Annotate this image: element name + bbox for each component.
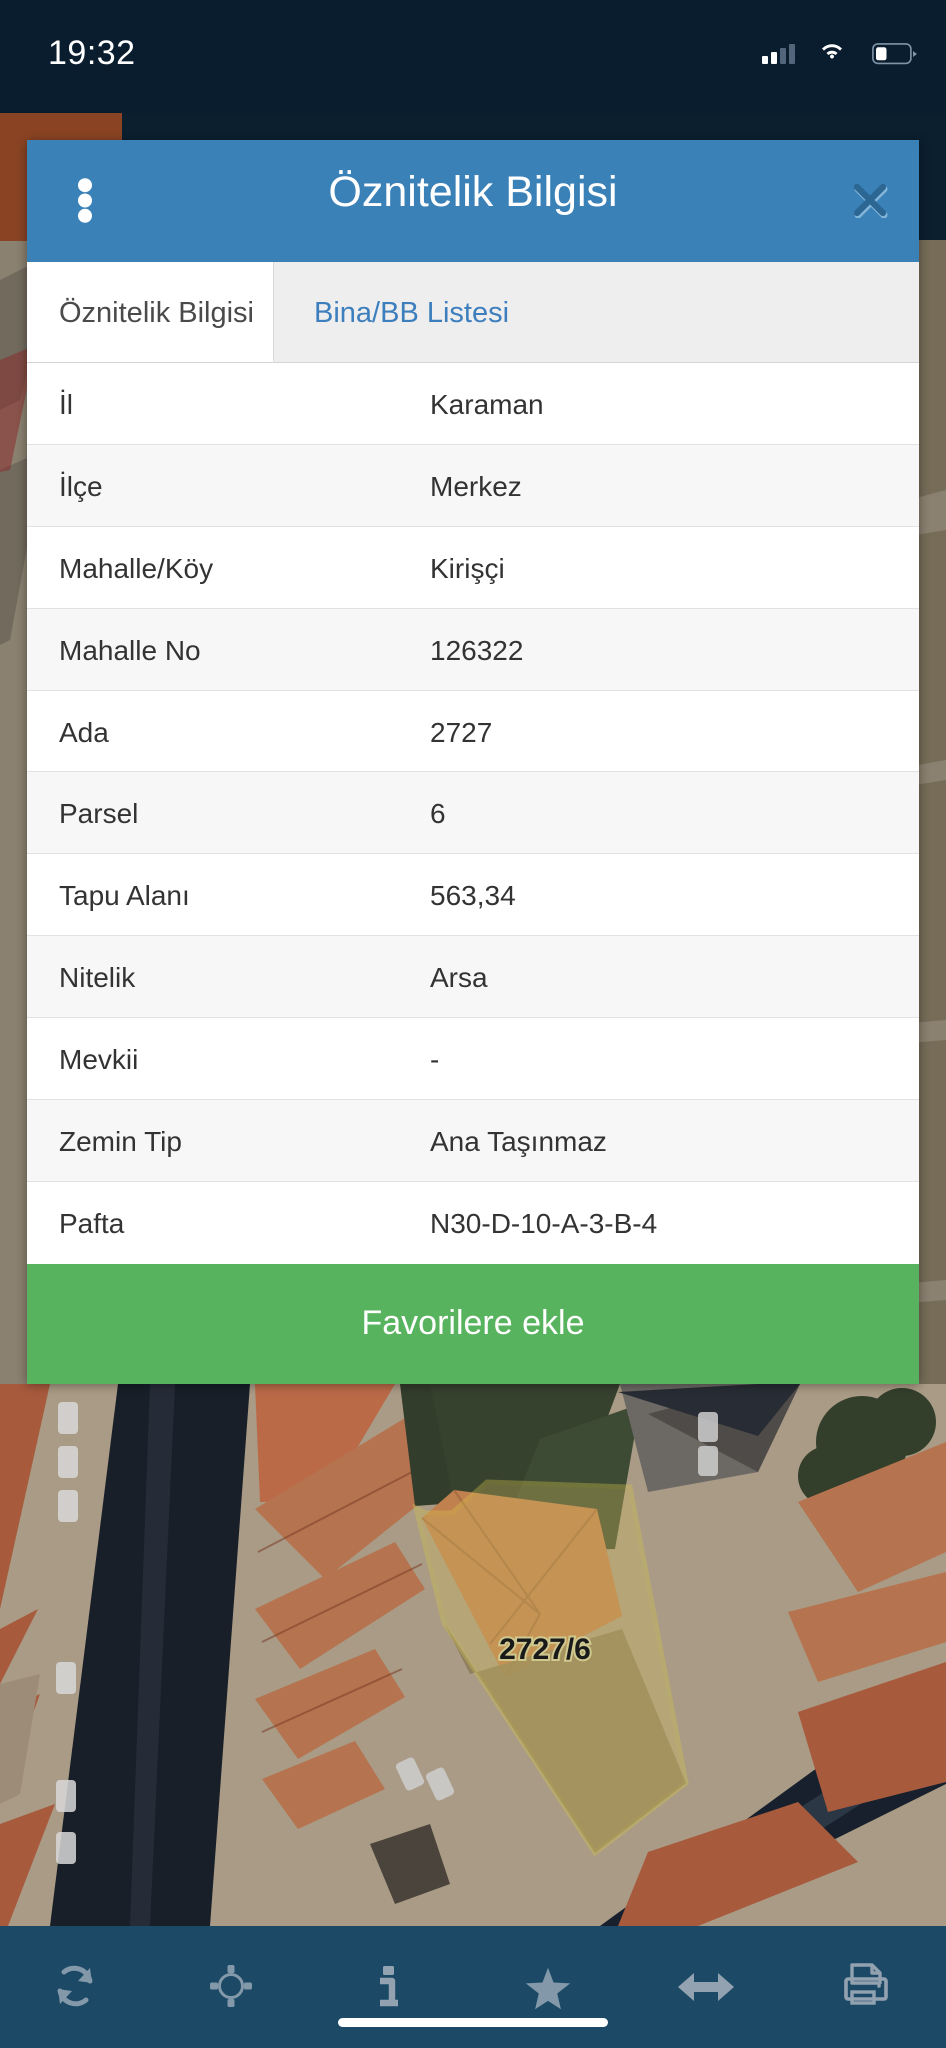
svg-text:2727/6: 2727/6 (499, 1633, 591, 1666)
